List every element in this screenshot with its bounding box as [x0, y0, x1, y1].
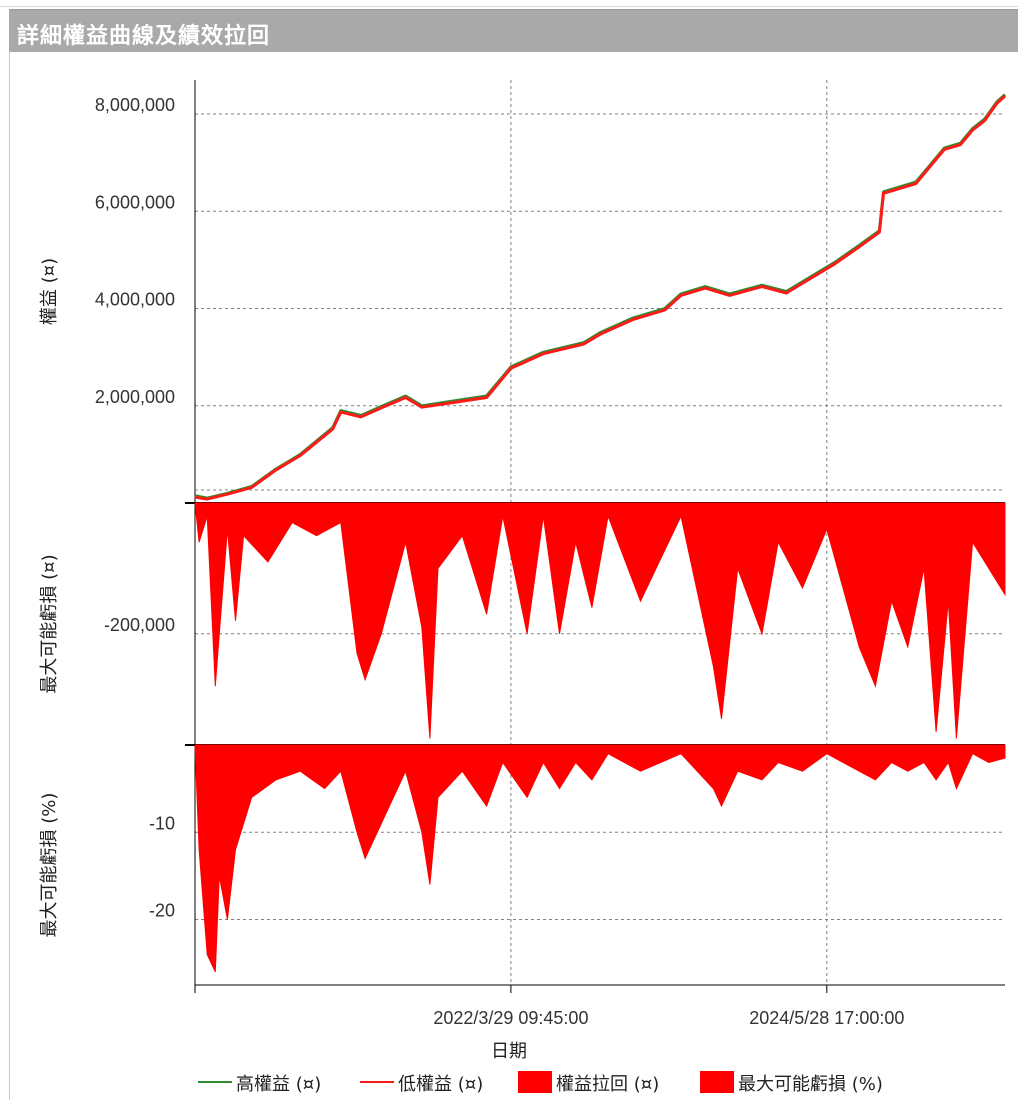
- legend-box-swatch: [700, 1071, 734, 1093]
- drawdown-percent-panel: -10 -20 最大可能虧損 (%): [39, 744, 1006, 985]
- legend-label: 權益拉回 (¤): [556, 1074, 659, 1095]
- chart-legend[interactable]: 高權益 (¤) 低權益 (¤) 權益拉回 (¤) 最大可能虧損 (%): [198, 1071, 883, 1095]
- title-bar: 詳細權益曲線及績效拉回: [9, 9, 1018, 52]
- y-tick-label: 2,000,000: [95, 387, 175, 407]
- legend-label: 低權益 (¤): [398, 1074, 483, 1095]
- legend-item[interactable]: 高權益 (¤): [198, 1074, 321, 1095]
- legend-box-swatch: [518, 1071, 552, 1093]
- equity-panel: 2,000,000 4,000,000 6,000,000 8,000,000 權益 (…: [39, 80, 1007, 503]
- y-tick-label: -200,000: [104, 615, 175, 635]
- x-tick-label: 2022/3/29 09:45:00: [433, 1008, 588, 1028]
- y-tick-label: 6,000,000: [95, 192, 175, 212]
- drawdown-amount-area: [194, 502, 1006, 739]
- y-axis-title: 最大可能虧損 (%): [39, 793, 60, 938]
- y-tick-label: -20: [149, 901, 175, 921]
- high-equity-line: [194, 93, 1007, 500]
- left-border: [9, 51, 10, 1100]
- legend-label: 高權益 (¤): [236, 1074, 321, 1095]
- y-tick-label: 8,000,000: [95, 95, 175, 115]
- y-axis-title: 最大可能虧損 (¤): [39, 554, 60, 693]
- x-axis-title: 日期: [491, 1041, 527, 1062]
- y-tick-label: -10: [149, 813, 175, 833]
- y-tick-label: 4,000,000: [95, 290, 175, 310]
- legend-item[interactable]: 最大可能虧損 (%): [700, 1071, 883, 1095]
- legend-item[interactable]: 低權益 (¤): [360, 1074, 483, 1095]
- drawdown-percent-area: [194, 744, 1006, 973]
- low-equity-line: [194, 94, 1007, 501]
- x-axis: 2022/3/29 09:45:00 2024/5/28 17:00:00 日期: [194, 984, 1005, 1062]
- drawdown-amount-panel: -200,000 最大可能虧損 (¤): [39, 502, 1006, 745]
- window-title: 詳細權益曲線及績效拉回: [17, 24, 271, 49]
- legend-item[interactable]: 權益拉回 (¤): [518, 1071, 659, 1095]
- window-top-edge: [0, 0, 1018, 7]
- legend-label: 最大可能虧損 (%): [738, 1074, 883, 1095]
- y-axis-title: 權益 (¤): [39, 258, 60, 325]
- x-tick-label: 2024/5/28 17:00:00: [749, 1008, 904, 1028]
